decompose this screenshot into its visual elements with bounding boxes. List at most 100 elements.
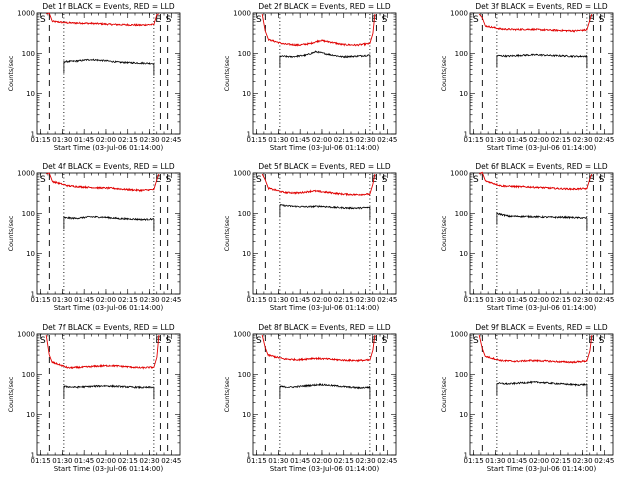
- x-axis-label: Start Time (03-Jul-06 01:14:00): [270, 304, 380, 312]
- series-lld-red: [261, 334, 376, 363]
- start-marker-s2: S: [599, 336, 605, 346]
- start-marker-s2: S: [382, 15, 388, 25]
- x-tick-label: 01:15: [464, 296, 484, 304]
- panel-title: Det 5f BLACK = Events, RED = LLD: [258, 162, 391, 171]
- x-tick-label: 02:00: [96, 296, 116, 304]
- x-tick-label: 02:00: [312, 296, 332, 304]
- start-marker-s2: S: [382, 336, 388, 346]
- plot-frame: [469, 172, 614, 295]
- y-axis-label: Counts/sec: [440, 55, 448, 91]
- panel-det-3f: Det 3f BLACK = Events, RED = LLD 1 10 100 10…: [440, 2, 614, 152]
- x-tick-label: 02:00: [529, 457, 549, 465]
- y-tick-label: 1000: [17, 331, 35, 339]
- y-tick-label: 1000: [233, 170, 251, 178]
- x-axis-label: Start Time (03-Jul-06 01:14:00): [487, 304, 597, 312]
- y-tick-label: 100: [22, 50, 35, 58]
- panel-det-4f: Det 4f BLACK = Events, RED = LLD 1 10 100 10…: [7, 162, 181, 312]
- y-tick-label: 1000: [233, 10, 251, 18]
- y-tick-label: 100: [22, 210, 35, 218]
- x-tick-label: 01:45: [290, 457, 310, 465]
- series-events-black: [279, 50, 371, 68]
- x-tick-label: 02:00: [96, 136, 116, 144]
- x-tick-label: 01:45: [507, 136, 527, 144]
- x-tick-label: 02:30: [139, 296, 159, 304]
- x-tick-label: 01:15: [247, 136, 267, 144]
- y-tick-label: 1: [31, 291, 35, 299]
- y-tick-label: 10: [242, 90, 251, 98]
- y-tick-label: 10: [26, 90, 35, 98]
- x-tick-label: 01:45: [74, 296, 94, 304]
- panel-det-9f: Det 9f BLACK = Events, RED = LLD 1 10 100 10…: [440, 323, 614, 473]
- series-lld-red: [478, 13, 593, 33]
- start-marker-s: S: [473, 175, 479, 185]
- y-tick-label: 1: [464, 131, 468, 139]
- y-tick-label: 100: [455, 50, 468, 58]
- series-events-black: [63, 215, 155, 232]
- y-axis-label: Counts/sec: [440, 376, 448, 412]
- y-tick-label: 10: [459, 411, 468, 419]
- end-marker-e: E: [155, 15, 161, 25]
- x-tick-label: 02:45: [377, 136, 397, 144]
- x-tick-label: 02:15: [551, 296, 571, 304]
- x-tick-label: 01:15: [247, 296, 267, 304]
- series-events-black: [496, 211, 588, 231]
- end-marker-e: E: [588, 175, 594, 185]
- x-tick-label: 02:15: [334, 457, 354, 465]
- x-tick-label: 02:15: [551, 457, 571, 465]
- end-marker-e: E: [371, 175, 377, 185]
- start-marker-s: S: [256, 336, 262, 346]
- y-tick-label: 1: [247, 291, 251, 299]
- y-tick-label: 1: [31, 452, 35, 460]
- x-tick-label: 01:45: [74, 457, 94, 465]
- panel-det-5f: Det 5f BLACK = Events, RED = LLD 1 10 100 10…: [223, 162, 397, 312]
- start-marker-s2: S: [599, 175, 605, 185]
- y-tick-label: 1000: [450, 170, 468, 178]
- start-marker-s: S: [473, 15, 479, 25]
- x-tick-label: 02:45: [377, 457, 397, 465]
- x-axis-label: Start Time (03-Jul-06 01:14:00): [54, 144, 164, 152]
- x-axis-label: Start Time (03-Jul-06 01:14:00): [54, 304, 164, 312]
- y-tick-label: 1000: [450, 10, 468, 18]
- x-tick-label: 01:30: [268, 136, 288, 144]
- x-tick-label: 02:00: [312, 136, 332, 144]
- y-tick-label: 10: [459, 250, 468, 258]
- x-tick-label: 01:30: [52, 136, 72, 144]
- plot-frame: [36, 12, 181, 135]
- x-tick-label: 02:45: [161, 136, 181, 144]
- start-marker-s: S: [40, 336, 46, 346]
- x-tick-label: 01:30: [485, 136, 505, 144]
- start-marker-s2: S: [166, 15, 172, 25]
- y-tick-label: 10: [459, 90, 468, 98]
- series-events-black: [63, 384, 155, 400]
- plot-frame: [469, 333, 614, 456]
- start-marker-s: S: [256, 15, 262, 25]
- series-lld-red: [46, 172, 160, 193]
- y-tick-label: 100: [238, 210, 251, 218]
- panel-title: Det 1f BLACK = Events, RED = LLD: [42, 2, 175, 11]
- start-marker-s2: S: [166, 336, 172, 346]
- start-marker-s: S: [256, 175, 262, 185]
- x-tick-label: 02:30: [572, 136, 592, 144]
- y-tick-label: 1: [464, 452, 468, 460]
- x-axis-label: Start Time (03-Jul-06 01:14:00): [487, 465, 597, 473]
- y-tick-label: 1: [247, 452, 251, 460]
- y-axis-label: Counts/sec: [223, 376, 231, 412]
- y-tick-label: 1000: [450, 331, 468, 339]
- panel-det-2f: Det 2f BLACK = Events, RED = LLD 1 10 100 10…: [223, 2, 397, 152]
- panel-det-8f: Det 8f BLACK = Events, RED = LLD 1 10 100 10…: [223, 323, 397, 473]
- panel-det-6f: Det 6f BLACK = Events, RED = LLD 1 10 100 10…: [440, 162, 614, 312]
- y-tick-label: 100: [238, 371, 251, 379]
- x-tick-label: 01:30: [485, 296, 505, 304]
- x-tick-label: 02:15: [334, 136, 354, 144]
- x-axis-label: Start Time (03-Jul-06 01:14:00): [270, 465, 380, 473]
- y-tick-label: 1: [31, 131, 35, 139]
- x-tick-label: 02:15: [334, 296, 354, 304]
- x-tick-label: 01:15: [31, 457, 51, 465]
- plot-frame: [252, 172, 397, 295]
- x-tick-label: 02:45: [594, 457, 614, 465]
- panel-det-1f: Det 1f BLACK = Events, RED = LLD 1 10 100 10…: [7, 2, 181, 152]
- series-lld-red: [261, 13, 376, 47]
- x-axis-label: Start Time (03-Jul-06 01:14:00): [270, 144, 380, 152]
- x-tick-label: 01:15: [464, 457, 484, 465]
- plot-frame: [36, 333, 181, 456]
